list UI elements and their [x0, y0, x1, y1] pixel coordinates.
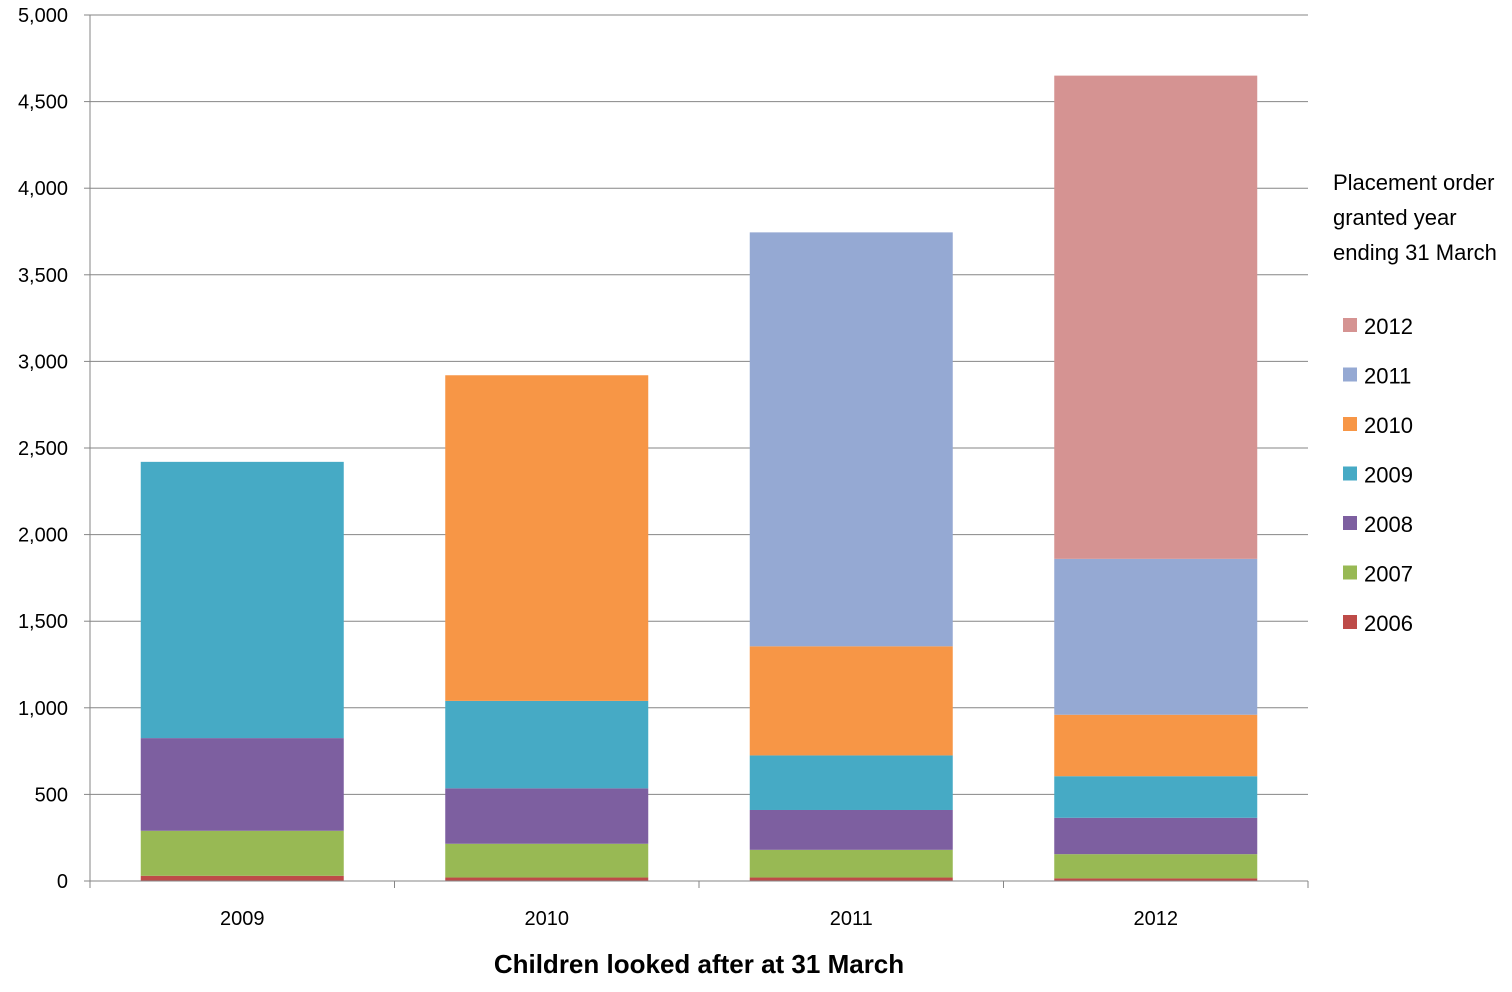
- legend-title-line: ending 31 March: [1333, 240, 1497, 265]
- bar-segment-2011-2006: [749, 877, 953, 881]
- x-axis-title: Children looked after at 31 March: [494, 949, 904, 979]
- bar-segment-2010-2006: [445, 877, 649, 881]
- legend-swatch-2010: [1343, 417, 1357, 431]
- bar-segment-2012-2009: [1054, 776, 1258, 818]
- legend-swatch-2007: [1343, 565, 1357, 580]
- legend-swatch-2008: [1343, 516, 1357, 530]
- bar-segment-2012-2007: [1054, 854, 1258, 879]
- x-tick-label: 2012: [1134, 908, 1179, 930]
- y-tick-label: 3,500: [18, 265, 68, 287]
- legend-label-2006: 2006: [1364, 611, 1413, 636]
- bar-segment-2009-2008: [140, 738, 344, 831]
- bar-segment-2012-2012: [1054, 75, 1258, 559]
- legend-label-2008: 2008: [1364, 512, 1413, 537]
- y-tick-label: 2,000: [18, 525, 68, 547]
- bar-segment-2011-2009: [749, 755, 953, 810]
- x-tick-label: 2010: [525, 908, 570, 930]
- legend-label-2009: 2009: [1364, 463, 1413, 488]
- y-tick-label: 500: [35, 784, 68, 806]
- bar-segment-2011-2010: [749, 646, 953, 756]
- legend-title-line: granted year: [1333, 205, 1457, 230]
- bar-segment-2012-2008: [1054, 817, 1258, 855]
- bar-segment-2011-2007: [749, 849, 953, 878]
- bar-segment-2010-2007: [445, 843, 649, 878]
- legend-title-line: Placement order: [1333, 170, 1494, 195]
- bar-segment-2011-2011: [749, 232, 953, 647]
- bar-segment-2009-2007: [140, 830, 344, 876]
- bar-segment-2010-2008: [445, 788, 649, 844]
- y-tick-label: 4,500: [18, 92, 68, 114]
- bar-segment-2012-2006: [1054, 878, 1258, 881]
- bar-segment-2010-2009: [445, 700, 649, 789]
- y-tick-label: 1,000: [18, 698, 68, 720]
- bar-segment-2009-2009: [140, 461, 344, 739]
- bar-segment-2012-2011: [1054, 558, 1258, 715]
- legend-label-2007: 2007: [1364, 562, 1413, 587]
- bar-segment-2009-2006: [140, 875, 344, 881]
- y-tick-label: 4,000: [18, 178, 68, 200]
- legend-swatch-2009: [1343, 466, 1357, 481]
- x-tick-label: 2009: [220, 908, 265, 930]
- bar-segment-2010-2010: [445, 375, 649, 701]
- y-tick-label: 0: [57, 871, 68, 893]
- legend-swatch-2011: [1343, 367, 1357, 382]
- legend-swatch-2012: [1343, 318, 1357, 332]
- x-tick-label: 2011: [830, 908, 873, 930]
- legend-label-2012: 2012: [1364, 314, 1413, 339]
- y-tick-label: 5,000: [18, 5, 68, 27]
- y-tick-label: 1,500: [18, 611, 68, 633]
- legend-swatch-2006: [1343, 615, 1357, 629]
- y-tick-label: 3,000: [18, 351, 68, 373]
- y-tick-label: 2,500: [18, 438, 68, 460]
- bar-segment-2012-2010: [1054, 714, 1258, 777]
- legend-label-2010: 2010: [1364, 413, 1413, 438]
- bar-segment-2011-2008: [749, 809, 953, 850]
- legend-label-2011: 2011: [1364, 364, 1411, 389]
